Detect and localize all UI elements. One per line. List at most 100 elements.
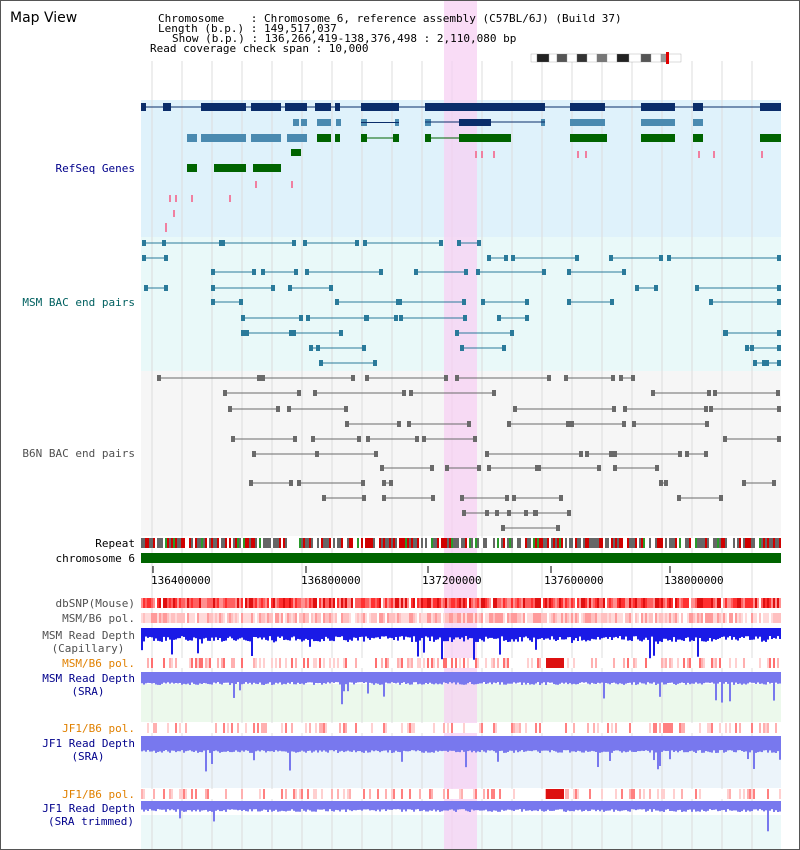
polymorphism-cell [607,789,609,799]
polymorphism-cell [407,789,409,799]
read-depth-bar [583,801,585,811]
bac-end [311,436,315,442]
read-depth-bar [371,672,373,684]
polymorphism-cell [757,723,759,733]
polymorphism-cell [403,723,405,733]
read-depth-bar [503,672,505,685]
repeat-block [715,538,717,548]
polymorphism-cell [581,789,583,799]
jf1-trimmed-label[interactable]: JF1 Read Depth [42,802,135,815]
bac-end [455,375,459,381]
read-depth-bar [763,801,765,812]
gene-block [141,103,146,111]
polymorphism-cell [643,789,645,799]
polymorphism-cell [441,789,443,799]
read-depth-bar [557,736,559,753]
msm-depth-sra-label[interactable]: MSM Read Depth [42,672,135,685]
polymorphism-cell [725,613,727,623]
polymorphism-cell [523,598,525,608]
repeat-block [721,538,723,548]
read-depth-bar [741,628,743,637]
jf1-b6-pol-2-label[interactable]: JF1/B6 pol. [62,788,135,801]
repeat-block [587,538,589,548]
read-depth-bar [665,672,667,685]
repeat-block [455,538,457,548]
read-depth-bar [291,736,293,752]
repeat-block [149,538,151,548]
read-depth-bar [249,801,251,810]
polymorphism-cell [173,723,175,733]
jf1-b6-pol-label[interactable]: JF1/B6 pol. [62,722,135,735]
polymorphism-cell [315,613,317,623]
msm-bac-label[interactable]: MSM BAC end pairs [22,296,135,309]
polymorphism-cell [579,723,581,733]
polymorphism-cell [183,789,185,799]
repeat-block [521,538,523,548]
polymorphism-cell [325,789,327,799]
repeat-block [359,538,361,548]
bac-end [632,421,636,427]
repeat-block [547,538,549,548]
jf1-depth-label[interactable]: JF1 Read Depth [42,737,135,750]
polymorphism-cell [513,789,515,799]
polymorphism-cell [373,723,375,733]
repeat-block [251,538,253,548]
bac-end [276,406,280,412]
read-depth-bar [403,801,405,810]
read-depth-bar [433,672,435,685]
bac-end [252,269,256,275]
polymorphism-cell [219,613,221,623]
polymorphism-cell [515,658,517,668]
read-depth-bar [347,801,349,810]
polymorphism-cell [515,613,517,623]
msm-b6-pol-label[interactable]: MSM/B6 pol. [62,612,135,625]
axis-tick-label: 137600000 [544,574,604,587]
ideogram-band [586,53,598,63]
polymorphism-cell [397,658,399,668]
read-depth-bar [201,628,203,644]
polymorphism-cell [717,789,719,799]
msm-depth-capillary-label[interactable]: MSM Read Depth [42,629,135,642]
polymorphism-cell [431,598,433,608]
repeat-block [709,538,711,548]
repeat-block [255,538,257,548]
read-depth-bar [603,628,605,638]
repeat-block [223,538,225,548]
b6n-bac-label[interactable]: B6N BAC end pairs [22,447,135,460]
polymorphism-cell [681,723,683,733]
polymorphism-cell [333,789,335,799]
read-depth-bar [771,736,773,753]
read-depth-bar [739,628,741,639]
polymorphism-cell [551,723,553,733]
polymorphism-cell [453,613,455,623]
read-depth-bar [227,801,229,810]
read-depth-bar [765,672,767,685]
read-depth-bar [695,801,697,812]
polymorphism-cell [533,598,535,608]
repeat-block [265,538,267,548]
read-depth-bar [585,672,587,683]
polymorphism-cell [687,658,689,668]
repeat-block [729,538,731,548]
polymorphism-cell [681,658,683,668]
read-depth-bar [555,801,557,810]
polymorphism-cell [353,613,355,623]
polymorphism-cell [685,723,687,733]
polymorphism-cell [379,789,381,799]
gene-block [251,134,281,142]
polymorphism-cell [741,598,743,608]
read-depth-bar [589,736,591,752]
read-depth-bar [173,672,175,684]
bac-end [464,269,468,275]
polymorphism-cell [679,598,681,608]
read-depth-bar [747,672,749,684]
read-depth-bar [469,628,471,639]
repeat-block [691,538,693,548]
repeat-block [175,538,177,548]
dbsnp-label[interactable]: dbSNP(Mouse) [55,597,135,610]
repeat-block [603,538,605,548]
repeat-block [695,538,697,548]
msm-b6-pol-2-label[interactable]: MSM/B6 pol. [62,657,135,670]
polymorphism-cell [747,613,749,623]
refseq-genes-label[interactable]: RefSeq Genes [55,162,135,175]
